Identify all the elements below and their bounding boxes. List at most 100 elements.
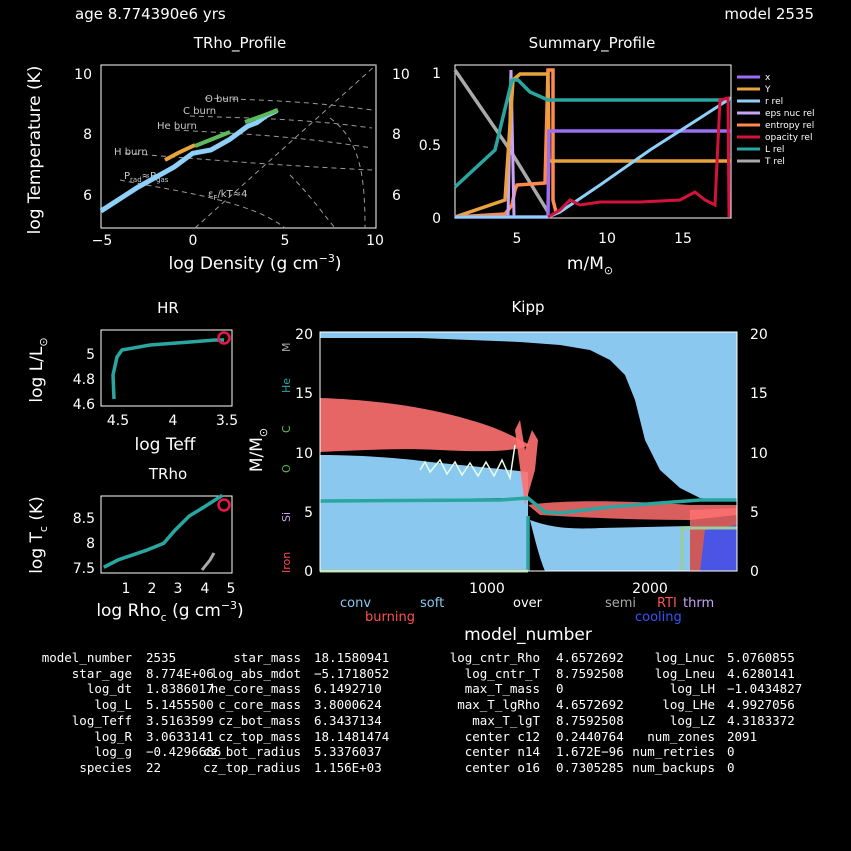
- kipp-side-label-he: He: [280, 378, 293, 393]
- summary-legend-label: x: [765, 73, 771, 83]
- summary-table-label: center o16: [464, 759, 540, 775]
- summary-line-opacity: [547, 96, 731, 219]
- kipp-late-conv: [530, 520, 690, 571]
- trho-profile-burn-segment: [194, 130, 231, 148]
- summary-table-value: 0: [727, 744, 735, 760]
- kipp-legend-semi: semi: [605, 596, 636, 611]
- summary-line-trel: [453, 69, 550, 213]
- summary-table-value: 4.6572692: [556, 650, 624, 665]
- kipp-xtick: 2000: [632, 581, 668, 597]
- summary-table-value: 3.5163599: [146, 712, 214, 728]
- summary-table-value: 1.156E+03: [314, 759, 382, 775]
- summary-table-label: c_core_mass: [218, 697, 301, 713]
- kipp-xtick: 1000: [469, 581, 505, 597]
- summary-table-label: cz_bot_mass: [218, 712, 301, 728]
- summary-table-label: model_number: [41, 650, 132, 665]
- trho-center-xtick: 3: [174, 581, 183, 597]
- summary-table-label: log_LHe: [662, 697, 715, 713]
- c-burn-label: C burn: [183, 106, 216, 117]
- summary-table-label: species: [79, 759, 132, 775]
- h-burn-label: H burn: [114, 147, 148, 158]
- trho-ytick: 10: [74, 67, 92, 83]
- summary-table-label: log_abs_mdot: [210, 665, 301, 681]
- hr-ytick: 4.6: [73, 397, 95, 413]
- kipp-core-conv-lower: [320, 500, 528, 571]
- summary-table-value: 18.1481474: [314, 728, 390, 744]
- summary-table-value: 4.6572692: [556, 697, 624, 713]
- summary-table-value: 6.3437134: [314, 712, 382, 728]
- summary-table-label: cz_top_mass: [218, 728, 301, 744]
- summary-table-value: −1.0434827: [727, 681, 803, 697]
- summary-table-label: cz_bot_radius: [203, 744, 301, 760]
- trho-profile-frame: [100, 64, 377, 229]
- trho-ytick: 8: [83, 127, 92, 143]
- hr-title: HR: [157, 299, 179, 317]
- summary-legend-label: entropy rel: [765, 121, 814, 131]
- trho-xtick: −5: [92, 233, 113, 249]
- summary-ytick: 0: [432, 211, 441, 227]
- kipp-regions: [320, 332, 737, 571]
- trho-center-xlabel: log Rhoc (g cm−3): [96, 599, 243, 624]
- summary-table-label: max_T_lgRho: [457, 697, 540, 713]
- age-label: age 8.774390e6 yrs: [75, 5, 226, 23]
- summary-table-label: cz_top_radius: [203, 759, 301, 775]
- trho-xlabel: log Density (g cm−3): [169, 252, 342, 274]
- kipp-legend-burning: burning: [365, 610, 415, 625]
- o-burn-label: O burn: [205, 94, 239, 105]
- summary-table-value: 8.7592508: [556, 665, 624, 681]
- summary-xtick: 10: [598, 231, 616, 247]
- summary-table-label: log_Lnuc: [654, 650, 715, 665]
- summary-table-value: 5.1455500: [146, 697, 214, 713]
- hr-xtick: 3.5: [216, 413, 238, 429]
- kipp-overshoot-speckle: [419, 444, 516, 481]
- trho-center-title: TRho: [148, 465, 187, 483]
- kipp-burning-upper: [320, 398, 530, 452]
- summary-table-value: 3.8000624: [314, 697, 382, 713]
- kipp-envelope-conv: [320, 332, 737, 500]
- summary-line-eps: [506, 69, 516, 218]
- burn-lines: [119, 64, 377, 229]
- kipp-side-label-iron: Iron: [280, 552, 293, 573]
- kipp-legend-soft: soft: [420, 596, 444, 611]
- kipp-ytick: 15: [295, 386, 313, 402]
- summary-table-value: 5.0760855: [727, 650, 795, 665]
- kipp-ytick-right: 5: [750, 505, 759, 521]
- kipp-side-label-m: M: [280, 343, 293, 353]
- trho-center-ytick: 7.5: [73, 561, 95, 577]
- summary-table-value: 1.672E−96: [556, 744, 624, 760]
- model-label: model 2535: [724, 5, 814, 23]
- summary-xlabel: m/M⊙: [567, 254, 613, 277]
- kipp-side-label-si: Si: [280, 512, 293, 522]
- trho-xtick: 0: [189, 233, 198, 249]
- summary-table-label: log_LH: [669, 681, 715, 697]
- summary-line-lrel: [453, 78, 731, 189]
- summary-legend-label: Y: [764, 85, 771, 95]
- hr-track: [111, 338, 224, 400]
- summary-ytick: 0.5: [419, 138, 441, 154]
- hr-ytick: 4.8: [73, 372, 95, 388]
- summary-table-label: he_core_mass: [210, 681, 301, 697]
- summary-table-value: 2535: [146, 650, 177, 665]
- kipp-ytick-right: 20: [750, 327, 768, 343]
- summary-table-value: 8.7592508: [556, 712, 624, 728]
- summary-table-value: 18.1580941: [314, 650, 390, 665]
- kipp-ytick-right: 10: [750, 446, 768, 462]
- summary-table-label: max_T_lgT: [472, 712, 540, 728]
- trho-ytick-right: 8: [392, 127, 401, 143]
- kipp-legend-thrm: thrm: [683, 596, 714, 611]
- summary-table-value: 1.8386017: [146, 681, 214, 697]
- trho-center-ytick: 8.5: [73, 511, 95, 527]
- summary-table-value: 0: [727, 759, 735, 775]
- summary-table-value: 22: [146, 759, 162, 775]
- trho-xtick: 5: [281, 233, 290, 249]
- kipp-burning-lower: [528, 501, 737, 520]
- summary-legend-label: L rel: [765, 145, 784, 155]
- summary-table-value: 0.7305285: [556, 759, 624, 775]
- trho-center-current-marker: [217, 498, 231, 512]
- summary-table-label: log_L: [94, 697, 132, 713]
- summary-table-value: −5.1718052: [314, 665, 390, 681]
- trho-profile-line: [99, 108, 279, 214]
- summary-table-label: log_cntr_T: [464, 665, 540, 681]
- summary-table-label: log_Teff: [71, 712, 132, 728]
